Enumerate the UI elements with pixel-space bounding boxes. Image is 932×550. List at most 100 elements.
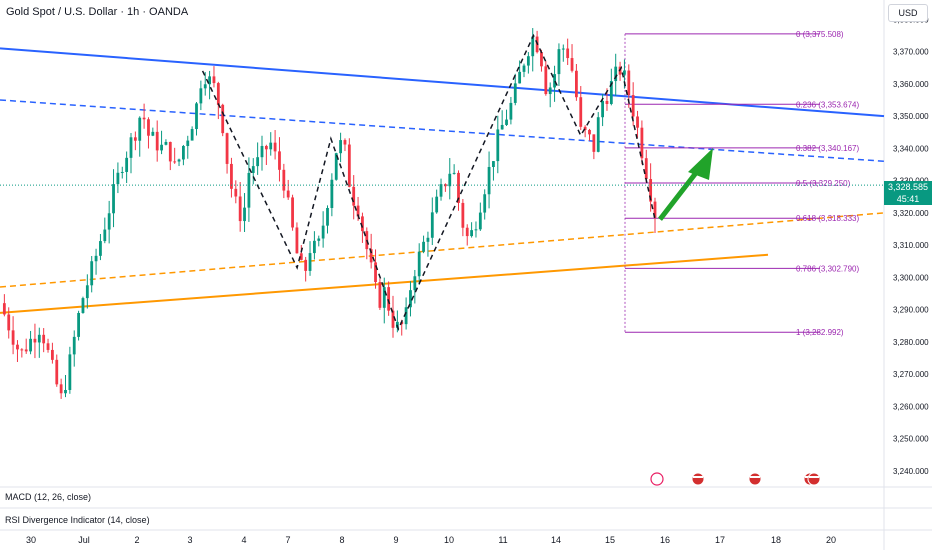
- candle: [378, 282, 382, 308]
- candle: [522, 65, 526, 72]
- candle: [199, 88, 203, 104]
- last-price-value: 3,328.585: [887, 182, 929, 192]
- candle: [548, 87, 552, 95]
- candle: [11, 330, 15, 345]
- candle: [24, 349, 28, 352]
- candle: [496, 129, 500, 162]
- candle: [177, 159, 181, 162]
- candle: [147, 119, 150, 136]
- candle: [107, 213, 111, 230]
- candle: [601, 100, 604, 118]
- candle: [317, 238, 321, 241]
- candle: [33, 338, 37, 343]
- candle: [339, 140, 342, 154]
- candle: [195, 103, 198, 130]
- price-tick-label: 3,250.000: [893, 435, 929, 444]
- price-tick-label: 3,270.000: [893, 370, 929, 379]
- candle: [46, 343, 50, 350]
- candle: [120, 171, 124, 173]
- candle: [531, 36, 535, 57]
- candle: [330, 179, 334, 208]
- time-tick-label: Jul: [78, 535, 90, 545]
- candle: [273, 142, 277, 152]
- mid-channel-trendline: [0, 99, 885, 163]
- candle: [299, 253, 303, 260]
- time-tick-label: 7: [285, 535, 290, 545]
- price-tick-label: 3,370.000: [893, 48, 929, 57]
- candle: [334, 153, 338, 180]
- candle: [173, 161, 177, 163]
- candle: [347, 144, 351, 187]
- candle: [247, 172, 251, 208]
- candle: [230, 163, 233, 189]
- candle: [509, 102, 513, 120]
- currency-button[interactable]: USD: [888, 4, 928, 22]
- time-tick-label: 16: [660, 535, 670, 545]
- candle: [155, 131, 159, 151]
- candle: [636, 116, 639, 128]
- candle: [225, 133, 229, 164]
- candle: [264, 145, 268, 150]
- projection-arrow-icon: [658, 148, 713, 221]
- us-flag-event-icon[interactable]: [748, 472, 762, 486]
- rsi-indicator-label[interactable]: RSI Divergence Indicator (14, close): [5, 515, 150, 525]
- candle: [653, 201, 657, 218]
- candle: [55, 359, 59, 385]
- candle: [570, 58, 574, 71]
- candle: [352, 186, 356, 206]
- candle: [596, 117, 600, 152]
- time-tick-label: 18: [771, 535, 781, 545]
- candle: [404, 307, 408, 325]
- candle: [374, 262, 377, 283]
- us-flag-event-icon[interactable]: [691, 472, 705, 486]
- candle: [452, 172, 456, 174]
- price-tick-label: 3,260.000: [893, 402, 929, 411]
- candle: [609, 81, 613, 104]
- time-tick-label: 20: [826, 535, 836, 545]
- candle: [592, 134, 596, 152]
- time-tick-label: 4: [241, 535, 246, 545]
- candle: [42, 334, 46, 344]
- candle: [182, 146, 185, 160]
- macd-indicator-label[interactable]: MACD (12, 26, close): [5, 492, 92, 502]
- candle: [282, 169, 286, 191]
- fib-level-label: 0 (3,375.508): [796, 30, 844, 39]
- event-marker-icon[interactable]: [650, 472, 664, 486]
- candle: [439, 184, 443, 197]
- support-dashed-trendline: [0, 212, 885, 288]
- us-flag-event-icon[interactable]: [807, 472, 821, 486]
- candle: [269, 142, 273, 150]
- candle: [526, 56, 530, 66]
- candle: [448, 173, 452, 187]
- candle: [513, 83, 517, 103]
- candle: [575, 70, 578, 98]
- candle: [426, 237, 430, 242]
- candle: [94, 255, 98, 262]
- candle: [465, 227, 469, 237]
- candle: [37, 334, 41, 343]
- candle: [649, 179, 653, 202]
- candle: [461, 202, 465, 228]
- candle: [627, 70, 631, 96]
- price-tick-label: 3,240.000: [893, 467, 929, 476]
- time-tick-label: 2: [134, 535, 139, 545]
- candle: [116, 172, 120, 185]
- fibonacci-retracement: 0 (3,375.508) 0.236 (3,353.674) 0.382 (3,3…: [624, 30, 859, 337]
- candle: [391, 310, 395, 328]
- candle: [99, 241, 102, 256]
- candle: [557, 49, 561, 75]
- candle: [221, 104, 225, 134]
- candle: [478, 212, 482, 230]
- symbol-title[interactable]: Gold Spot / U.S. Dollar · 1h · OANDA: [6, 6, 189, 18]
- candle: [640, 127, 644, 159]
- candle: [387, 287, 391, 311]
- time-axis: 30 Jul 2 3 4 7 8 9 10 11 14 15 16 17 18 20: [26, 535, 836, 545]
- candle: [216, 83, 220, 105]
- zigzag-pattern: [201, 33, 656, 331]
- time-tick-label: 15: [605, 535, 615, 545]
- candle: [540, 52, 543, 67]
- candle: [243, 207, 246, 222]
- candle: [413, 276, 417, 291]
- candle: [129, 137, 133, 158]
